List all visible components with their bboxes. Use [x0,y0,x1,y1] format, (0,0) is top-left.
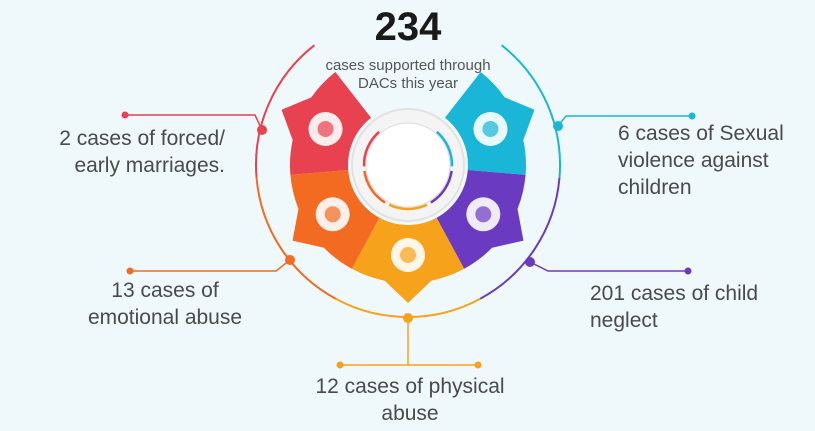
segment-label: 13 cases of [111,279,219,302]
segment-label: 6 cases of Sexual [618,122,784,145]
outer-arc [500,44,561,178]
leader-dot [285,255,295,265]
leader-dot [553,121,563,131]
leader-dot [684,267,692,275]
segment-label: violence against [618,149,769,172]
segment-label: neglect [590,309,658,332]
segment-label: 12 cases of physical [315,375,504,398]
leader-dot [121,111,129,119]
leader-dot [688,112,696,120]
inner-arc [430,170,453,204]
segment-icon-dot [324,206,341,223]
leader-line [529,261,688,272]
leader-dot [525,257,535,267]
segment-label: 2 cases of forced/ [59,127,225,150]
leader-dot [474,361,482,369]
segment-label: 201 cases of child [590,282,758,305]
inner-arc [388,203,428,211]
headline: 234 [375,5,442,49]
outer-arc [255,177,337,300]
subtitle-line: DACs this year [358,75,458,92]
leader-dot [257,125,267,135]
leader-dot [403,313,413,323]
segment-label: emotional abuse [88,306,242,329]
segment-icon-dot [475,206,492,223]
inner-arc [363,170,386,204]
outer-arc [255,44,316,178]
subtitle-line: cases supported through [325,57,490,74]
leader-dot [336,361,344,369]
leader-line [125,114,263,131]
segment-label: children [618,176,692,199]
segment-icon-dot [317,120,334,137]
segment-icon-dot [482,120,499,137]
inner-arc [436,130,454,167]
segment-label: early marriages. [74,154,225,177]
segment-label: abuse [381,402,438,425]
leader-line [130,259,291,272]
leader-dot [126,267,134,275]
outer-arc [479,177,561,300]
center-hole [365,122,451,208]
inner-arc [362,130,380,167]
segment-icon-dot [400,247,416,263]
